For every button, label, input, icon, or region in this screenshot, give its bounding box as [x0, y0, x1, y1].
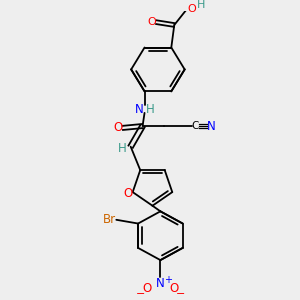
- Text: H: H: [117, 142, 126, 155]
- Text: C: C: [191, 121, 199, 131]
- Text: −: −: [176, 289, 185, 299]
- Text: O: O: [188, 4, 197, 14]
- Text: N: N: [207, 119, 215, 133]
- Text: H: H: [146, 103, 155, 116]
- Text: O: O: [147, 17, 156, 27]
- Text: H: H: [197, 0, 205, 10]
- Text: N: N: [135, 103, 144, 116]
- Text: O: O: [142, 282, 151, 295]
- Text: O: O: [123, 187, 132, 200]
- Text: O: O: [113, 122, 122, 134]
- Text: O: O: [169, 282, 179, 295]
- Text: +: +: [164, 275, 172, 285]
- Text: −: −: [136, 289, 145, 299]
- Text: N: N: [156, 277, 165, 290]
- Text: Br: Br: [103, 213, 116, 226]
